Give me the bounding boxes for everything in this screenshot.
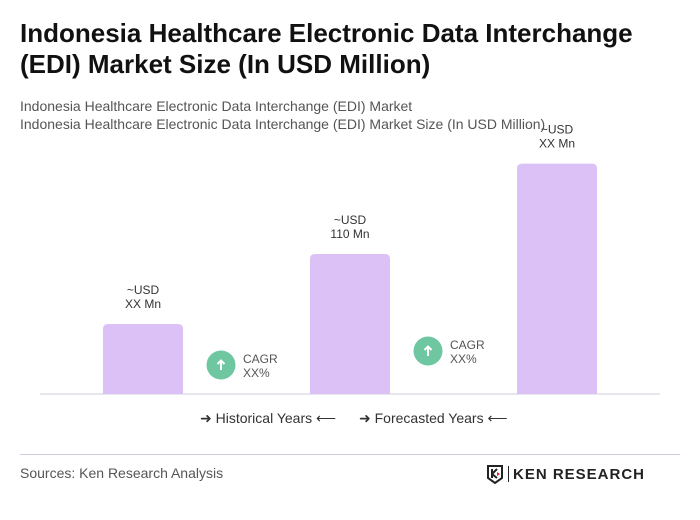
- data-label: 110 Mn: [330, 227, 369, 241]
- divider: [20, 454, 680, 455]
- bar: [103, 324, 183, 394]
- source-text: Sources: Ken Research Analysis: [20, 465, 224, 481]
- ken-research-logo: KEN RESEARCH: [486, 464, 645, 484]
- logo-text: KEN RESEARCH: [513, 465, 646, 483]
- logo-mark-icon: [487, 465, 503, 484]
- subtitle: Indonesia Healthcare Electronic Data Int…: [20, 98, 413, 114]
- arrow-icon: [423, 345, 433, 356]
- arrow-icon: [216, 359, 226, 370]
- cagr-label: CAGR: [243, 352, 278, 366]
- subtitle-2: Indonesia Healthcare Electronic Data Int…: [20, 116, 546, 132]
- legend-historical: ➜ Historical Years ⟵: [200, 410, 337, 426]
- data-label: XX Mn: [539, 137, 575, 151]
- legend-label: Forecasted Years: [374, 410, 484, 426]
- bar: [310, 254, 390, 394]
- data-label: ~USD: [127, 283, 160, 297]
- data-label: XX Mn: [125, 297, 161, 311]
- legend-forecasted: ➜ Forecasted Years ⟵: [359, 410, 508, 426]
- bar: [517, 163, 597, 394]
- cagr-value: XX%: [450, 352, 477, 366]
- chart-title: Indonesia Healthcare Electronic Data Int…: [20, 18, 633, 79]
- cagr-label: CAGR: [450, 338, 485, 352]
- data-label: ~USD: [541, 123, 574, 137]
- cagr-value: XX%: [243, 366, 270, 380]
- data-label: ~USD: [334, 213, 367, 227]
- legend-label: Historical Years: [215, 410, 313, 426]
